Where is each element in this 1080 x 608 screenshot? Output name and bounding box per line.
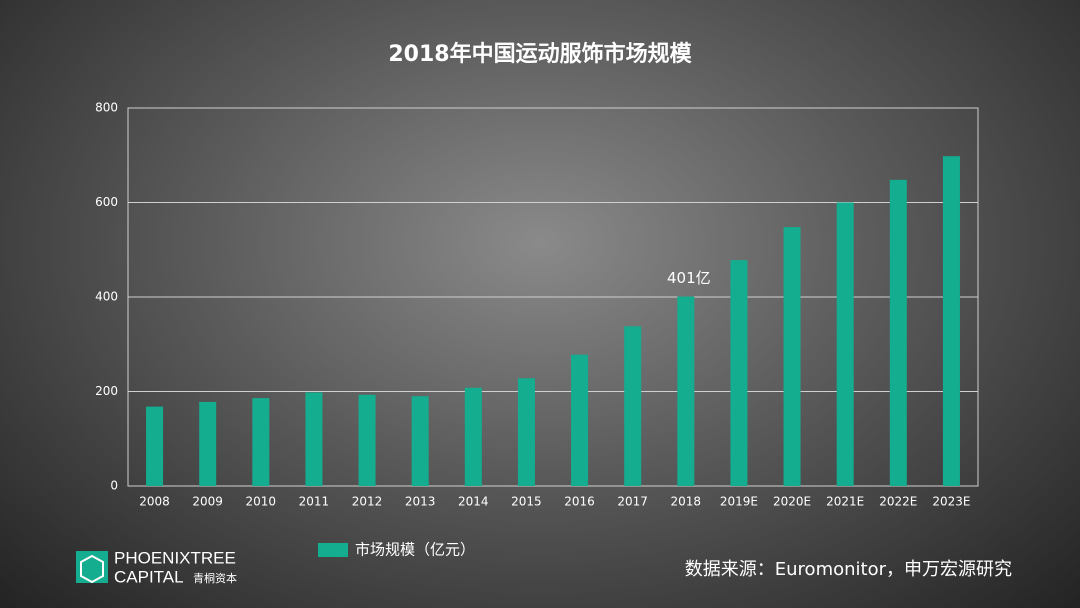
x-tick-label: 2011 xyxy=(299,495,330,509)
bar xyxy=(730,260,748,486)
y-tick-label: 0 xyxy=(110,479,118,493)
logo-text: CAPITAL xyxy=(114,567,184,586)
data-label: 401亿 xyxy=(667,269,711,287)
x-tick-label: 2022E xyxy=(879,495,917,509)
x-tick-label: 2016 xyxy=(564,495,595,509)
x-tick-label: 2015 xyxy=(511,495,542,509)
bar xyxy=(411,396,429,486)
y-tick-label: 200 xyxy=(95,384,118,398)
bar xyxy=(571,354,589,486)
bar xyxy=(358,394,376,486)
bar xyxy=(889,179,907,486)
x-tick-label: 2012 xyxy=(352,495,383,509)
bar xyxy=(624,326,642,486)
bar xyxy=(464,387,482,486)
bar xyxy=(783,227,801,486)
bar xyxy=(836,202,854,486)
source-note: 数据来源：Euromonitor，申万宏源研究 xyxy=(685,559,1012,580)
logo-chinese: 青桐资本 xyxy=(193,571,237,585)
x-tick-label: 2014 xyxy=(458,495,489,509)
x-tick-label: 2013 xyxy=(405,495,436,509)
logo-shape xyxy=(80,554,104,584)
y-tick-label: 800 xyxy=(95,101,118,115)
x-tick-label: 2008 xyxy=(139,495,170,509)
x-tick-label: 2020E xyxy=(773,495,811,509)
x-tick-label: 2023E xyxy=(932,495,970,509)
legend-swatch xyxy=(318,543,348,557)
x-tick-label: 2017 xyxy=(617,495,648,509)
bar xyxy=(677,296,695,486)
bar xyxy=(305,392,323,486)
bar xyxy=(252,398,270,486)
bar xyxy=(517,378,535,486)
x-tick-label: 2018 xyxy=(671,495,702,509)
x-tick-label: 2010 xyxy=(246,495,277,509)
bar xyxy=(146,406,164,486)
x-tick-label: 2021E xyxy=(826,495,864,509)
legend-label: 市场规模（亿元） xyxy=(355,541,475,559)
x-tick-label: 2009 xyxy=(192,495,223,509)
bar xyxy=(199,401,217,486)
logo: PHOENIXTREE CAPITAL 青桐资本 xyxy=(76,548,237,586)
y-tick-label: 600 xyxy=(95,195,118,209)
chart-title: 2018年中国运动服饰市场规模 xyxy=(388,41,692,67)
y-tick-label: 400 xyxy=(95,290,118,304)
x-tick-label: 2019E xyxy=(720,495,758,509)
bar xyxy=(942,156,960,486)
logo-text: PHOENIXTREE xyxy=(114,548,236,567)
